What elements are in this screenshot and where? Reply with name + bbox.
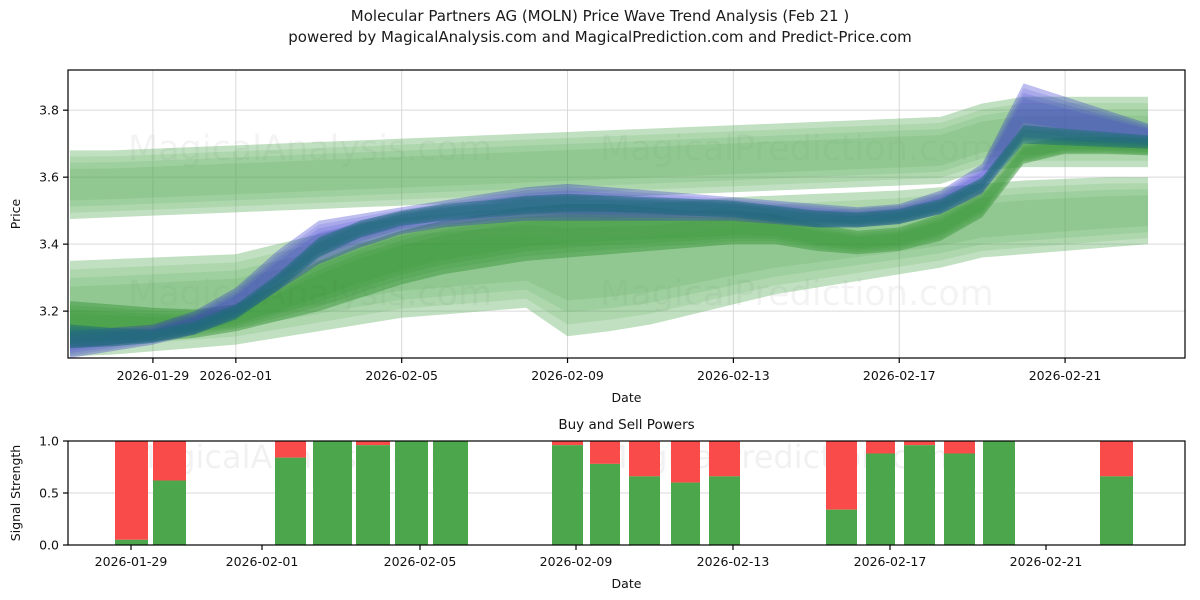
bar-xlabel: Date [612,576,642,591]
watermark-text: MagicalPrediction.com [600,129,994,169]
xtick-label: 2026-02-13 [697,368,770,383]
bar-buy-segment [395,441,428,545]
ytick-label: 1.0 [39,434,59,449]
bar-sell-segment [275,441,306,458]
bar-sell-segment [356,441,390,446]
wave-subband [70,141,1148,336]
main-axes-frame: 3.2 3.4 3.6 3.8 2026-01-29 2026-02-01 2026-02-… [8,69,1186,405]
bar-buy-segment [983,441,1015,545]
bar-buy-segment [275,457,306,545]
bar-buy-segment [866,453,895,545]
bar-buy-segment [629,476,660,545]
wave-band-mid-green-wave-band [70,136,1148,348]
bar-sell-segment [153,441,186,481]
bar-sell-segment [1100,441,1133,477]
bar-buy-segment [433,441,468,545]
wave-band-blue-prediction-band [70,83,1148,358]
main-plot-border [67,69,1186,359]
wave-subband [70,138,1148,344]
bar-buy-segment [552,445,583,545]
bar-buy-segment [904,445,935,545]
xtick-label: 2026-01-29 [117,368,190,383]
bar-buy-segment [313,441,352,545]
page-subtitle: powered by MagicalAnalysis.com and Magic… [288,28,912,46]
xtick-label: 2026-02-21 [1029,368,1102,383]
wave-subband [70,103,1148,213]
bar-buy-segment [671,482,700,545]
bar-buy-segment [115,539,148,545]
bar-sell-segment [866,441,895,454]
xtick-label: 2026-02-01 [226,554,299,569]
bar-buy-segment [1100,476,1133,545]
ytick-label: 3.4 [39,237,59,252]
watermark-text: MagicalPrediction.com [600,274,994,314]
wave-band-upper-green-band [70,96,1148,220]
bar-buy-segment [590,463,620,545]
xtick-label: 2026-02-21 [1010,554,1083,569]
ytick-label: 3.6 [39,170,59,185]
bar-ylabel: Signal Strength [8,445,23,541]
watermark-text: MagicalAnalysis.com [128,129,492,169]
main-xlabel: Date [612,390,642,405]
price-wave-bands [70,83,1148,358]
wave-band-inner-dark-core-band [70,125,1148,348]
bar-sell-segment [629,441,660,477]
main-ylabel: Price [8,198,23,229]
xtick-label: 2026-02-13 [697,554,770,569]
bar-sell-segment [671,441,700,483]
wave-subband [70,109,1148,207]
xtick-label: 2026-02-09 [540,554,613,569]
xtick-label: 2026-02-17 [854,554,927,569]
bar-sell-segment [115,441,148,540]
xtick-label: 2026-02-17 [863,368,936,383]
bar-buy-segment [709,476,740,545]
bar-sell-segment [552,441,583,446]
bar-sell-segment [944,441,975,454]
xtick-label: 2026-02-05 [384,554,457,569]
bar-sell-segment [590,441,620,464]
bar-buy-segment [356,445,390,545]
xtick-label: 2026-02-09 [531,368,604,383]
bar-sell-segment [904,441,935,446]
page-title: Molecular Partners AG (MOLN) Price Wave … [350,7,850,25]
bar-sell-segment [826,441,857,510]
ytick-label: 3.8 [39,103,59,118]
xtick-label: 2026-02-05 [365,368,438,383]
title-block: Molecular Partners AG (MOLN) Price Wave … [0,6,1200,48]
ytick-label: 0.0 [39,538,59,553]
wave-subband [70,115,1148,201]
bar-axes-frame: 0.0 0.5 1.0 2026-01-29 2026-02-01 2026-02-05 2… [8,434,1186,591]
ytick-label: 3.2 [39,304,59,319]
bar-buy-segment [944,453,975,545]
bar-chart-title: Buy and Sell Powers [558,417,694,433]
bar-buy-segment [826,509,857,545]
bar-sell-segment [709,441,740,477]
bar-buy-segment [153,480,186,545]
wave-subband [70,139,1148,340]
ytick-label: 0.5 [39,486,59,501]
xtick-label: 2026-01-29 [95,554,168,569]
bar-series [115,441,1133,545]
xtick-label: 2026-02-01 [200,368,273,383]
